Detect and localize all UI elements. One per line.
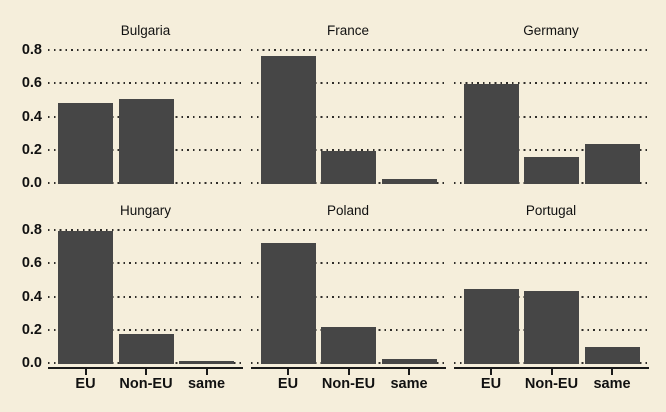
gridline [453, 49, 649, 52]
gridline [250, 262, 446, 265]
x-tick-label: Non-EU [524, 376, 579, 392]
bar-portugal-same [584, 347, 640, 364]
x-tick [287, 368, 289, 375]
gridline [48, 328, 243, 331]
y-tick-label: 0.4 [21, 288, 42, 305]
x-axis [453, 366, 649, 369]
bar-hungary-non-eu [118, 334, 174, 364]
gridline [250, 49, 446, 52]
panel-title: Germany [523, 23, 579, 38]
gridline [453, 229, 649, 232]
x-tick-label: Non-EU [119, 376, 173, 392]
panel-title: Portugal [525, 203, 577, 218]
x-tick-label: same [390, 376, 428, 392]
gridline [250, 115, 446, 118]
gridline [250, 229, 446, 232]
bar-germany-eu [463, 84, 519, 184]
x-tick [490, 368, 492, 375]
y-tick-label: 0.8 [21, 42, 42, 59]
gridline [250, 82, 446, 85]
x-tick [145, 368, 147, 375]
x-tick [205, 368, 208, 375]
x-tick-label: EU [75, 376, 96, 392]
x-tick [347, 368, 350, 375]
bar-portugal-non-eu [524, 291, 579, 364]
gridline [250, 148, 446, 151]
y-tick-label: 0.2 [21, 141, 42, 158]
x-tick [84, 368, 87, 375]
x-tick [408, 368, 410, 375]
bar-poland-same [381, 359, 437, 364]
panel-title: Hungary [119, 203, 172, 218]
gridline [250, 295, 446, 298]
bar-poland-eu [260, 243, 316, 364]
gridline [48, 295, 243, 298]
x-axis [48, 366, 243, 369]
x-tick [550, 368, 553, 375]
panel-title: Poland [326, 203, 370, 218]
gridline [48, 262, 243, 265]
gridline [48, 49, 243, 52]
bar-bulgaria-eu [58, 103, 113, 184]
x-tick [611, 368, 613, 375]
y-tick-label: 0.2 [21, 321, 42, 338]
gridline [453, 148, 649, 151]
x-tick-label: same [593, 376, 631, 392]
bar-germany-non-eu [524, 157, 579, 184]
y-tick-label: 0.6 [21, 255, 42, 272]
bar-bulgaria-non-eu [118, 99, 174, 184]
bar-france-same [381, 179, 437, 184]
bar-portugal-eu [463, 289, 519, 364]
bar-hungary-same [179, 361, 234, 364]
bar-germany-same [584, 144, 640, 184]
bar-hungary-eu [58, 231, 113, 364]
bar-poland-non-eu [321, 327, 376, 364]
gridline [453, 262, 649, 265]
x-tick-label: Non-EU [321, 376, 376, 392]
x-axis [250, 366, 446, 369]
y-tick-label: 0.0 [21, 355, 42, 371]
panel-title: Bulgaria [120, 23, 171, 38]
gridline [453, 82, 649, 85]
gridline [48, 229, 243, 232]
x-tick-label: EU [277, 376, 299, 392]
panel-title: France [326, 23, 370, 38]
y-tick-label: 0.6 [21, 75, 42, 92]
bar-france-non-eu [321, 151, 376, 184]
x-tick-label: EU [480, 376, 502, 392]
x-tick-label: same [187, 376, 226, 392]
gridline [453, 115, 649, 118]
bar-france-eu [260, 56, 316, 184]
y-tick-label: 0.4 [21, 108, 42, 125]
gridline [48, 82, 243, 85]
y-tick-label: 0.0 [21, 175, 42, 191]
y-tick-label: 0.8 [21, 222, 42, 239]
